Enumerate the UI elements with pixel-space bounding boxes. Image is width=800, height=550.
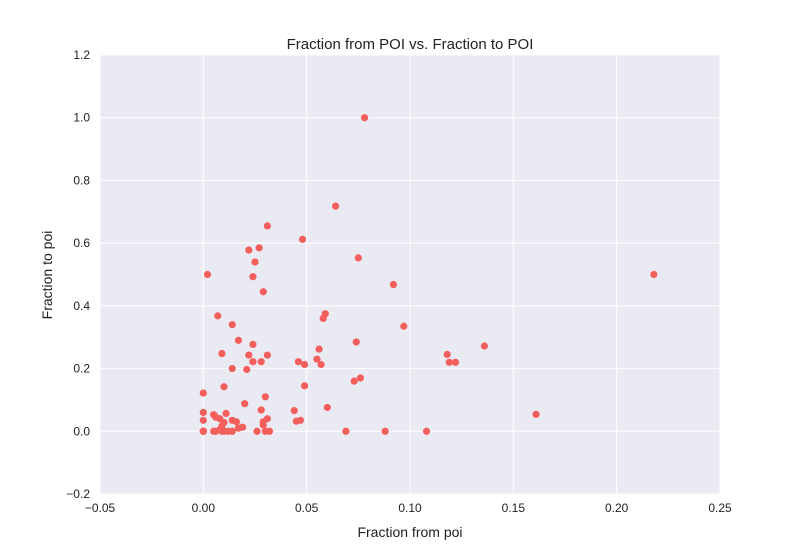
data-point <box>257 406 265 414</box>
data-point <box>251 258 259 266</box>
y-tick-label: −0.2 <box>66 487 90 501</box>
data-point <box>228 364 236 373</box>
y-tick-label: 0.2 <box>73 362 90 376</box>
data-point <box>445 358 453 366</box>
x-tick-label: 0.10 <box>398 501 422 515</box>
data-point <box>443 350 451 359</box>
data-point <box>255 244 263 252</box>
data-point <box>220 383 228 391</box>
data-point <box>294 358 302 366</box>
data-point <box>199 427 207 435</box>
data-point <box>356 374 364 382</box>
data-point <box>265 427 274 435</box>
data-point <box>222 409 230 418</box>
data-point <box>422 427 431 435</box>
data-points <box>199 114 658 435</box>
data-point <box>214 312 222 320</box>
data-point <box>257 358 265 366</box>
data-point <box>245 351 253 359</box>
data-point <box>239 423 247 431</box>
y-tick-label: 0.8 <box>73 173 90 187</box>
data-point <box>352 338 360 346</box>
data-point <box>315 345 323 353</box>
data-point <box>360 114 369 122</box>
x-tick-label: 0.00 <box>192 501 216 515</box>
data-point <box>381 427 389 435</box>
chart-title: Fraction from POI vs. Fraction to POI <box>287 36 534 53</box>
y-tick-label: 1.2 <box>73 48 90 62</box>
data-point <box>249 273 257 281</box>
data-point <box>354 254 362 262</box>
data-point <box>290 406 298 415</box>
y-tick-label: 0.6 <box>73 236 90 250</box>
data-point <box>323 403 331 412</box>
data-point <box>350 377 358 385</box>
data-point <box>296 416 305 424</box>
x-tick-label: 0.25 <box>708 501 732 515</box>
data-point <box>532 410 540 418</box>
data-point <box>228 321 236 329</box>
data-point <box>234 336 243 344</box>
data-point <box>203 270 212 279</box>
data-point <box>199 408 207 417</box>
data-point <box>313 355 321 363</box>
data-point <box>259 288 267 296</box>
data-point <box>243 365 251 374</box>
data-point <box>298 235 307 243</box>
data-point <box>253 427 261 435</box>
data-point <box>245 246 253 254</box>
x-tick-label: 0.20 <box>605 501 629 515</box>
data-point <box>216 415 224 423</box>
y-axis-label: Fraction to poi <box>39 231 55 320</box>
x-tick-label: −0.05 <box>85 501 116 515</box>
data-point <box>263 415 271 423</box>
data-point <box>451 358 460 366</box>
data-point <box>400 322 408 330</box>
data-point <box>301 360 309 369</box>
data-point <box>199 389 207 397</box>
data-point <box>228 427 236 435</box>
x-tick-label: 0.05 <box>295 501 319 515</box>
data-point <box>263 222 271 230</box>
data-point <box>389 280 398 289</box>
data-point <box>249 340 257 349</box>
data-point <box>241 400 249 408</box>
data-point <box>249 358 257 366</box>
data-point <box>480 342 488 350</box>
x-axis-label: Fraction from poi <box>357 524 462 540</box>
x-tick-labels: −0.05 0.00 0.05 0.10 0.15 0.20 0.25 <box>85 501 732 515</box>
y-tick-labels: −0.2 0.0 0.2 0.4 0.6 0.8 1.0 1.2 <box>66 48 90 501</box>
data-point <box>232 418 240 426</box>
y-tick-label: 0.4 <box>73 299 90 313</box>
data-point <box>263 351 271 359</box>
data-point <box>342 427 350 435</box>
x-tick-label: 0.15 <box>502 501 526 515</box>
y-tick-label: 0.0 <box>73 424 90 438</box>
data-point <box>317 360 325 369</box>
data-point <box>332 202 340 210</box>
data-point <box>261 393 269 401</box>
data-point <box>650 270 658 279</box>
data-point <box>321 310 329 318</box>
data-point <box>301 382 309 390</box>
data-point <box>218 349 226 358</box>
data-point <box>199 416 207 424</box>
y-tick-label: 1.0 <box>73 111 90 125</box>
